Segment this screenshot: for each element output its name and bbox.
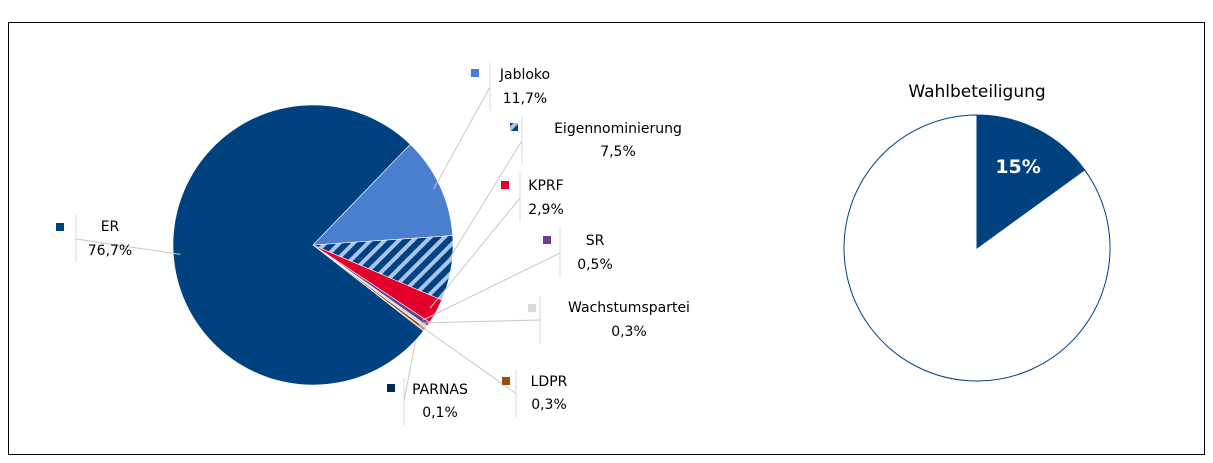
category-label: LDPR bbox=[531, 374, 568, 390]
chart-title: Wahlbeteiligung bbox=[908, 82, 1045, 102]
legend-marker bbox=[387, 384, 395, 392]
legend-marker bbox=[56, 223, 64, 231]
category-label: ER bbox=[101, 219, 120, 235]
value-label: 2,9% bbox=[528, 202, 564, 218]
legend-marker bbox=[502, 377, 510, 385]
category-label: Wachstumspartei bbox=[568, 300, 690, 316]
frame bbox=[8, 22, 1205, 455]
value-label: 0,3% bbox=[531, 397, 567, 413]
category-label: KPRF bbox=[528, 178, 563, 194]
category-label: SR bbox=[586, 233, 605, 249]
leader-line bbox=[429, 197, 521, 309]
legend-marker bbox=[510, 123, 518, 131]
pie-slice bbox=[172, 104, 424, 386]
category-label: Jabloko bbox=[499, 67, 550, 83]
value-label: 11,7% bbox=[503, 91, 547, 107]
value-label: 0,3% bbox=[611, 324, 647, 340]
pie-slice bbox=[312, 143, 453, 246]
category-label: Eigennominierung bbox=[554, 121, 682, 137]
value-label: 0,5% bbox=[577, 257, 613, 273]
value-label: 7,5% bbox=[600, 144, 636, 160]
leader-line bbox=[418, 324, 517, 394]
leader-line bbox=[433, 86, 491, 190]
value-label: 76,7% bbox=[88, 243, 132, 259]
value-label: 15% bbox=[995, 156, 1040, 178]
pie-slice bbox=[843, 114, 1111, 382]
legend-marker bbox=[471, 69, 479, 77]
category-label: PARNAS bbox=[412, 382, 468, 398]
legend-marker bbox=[528, 304, 536, 312]
leader-line bbox=[75, 238, 181, 255]
pie-slice bbox=[976, 114, 1086, 249]
legend-marker bbox=[543, 236, 551, 244]
leader-line bbox=[420, 319, 541, 324]
legend-marker bbox=[501, 181, 509, 189]
leader-line bbox=[443, 140, 523, 268]
value-label: 0,1% bbox=[422, 405, 458, 421]
leader-line bbox=[422, 252, 561, 321]
